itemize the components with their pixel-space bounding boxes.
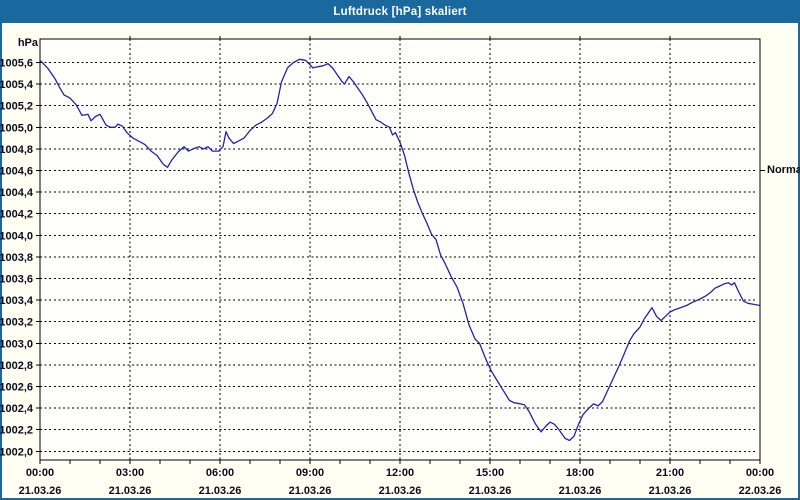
x-tick-time-label: 00:00 — [26, 467, 54, 479]
x-tick-date-label: 21.03.26 — [379, 485, 422, 497]
x-tick-time-label: 15:00 — [476, 467, 504, 479]
x-tick-time-label: 21:00 — [656, 467, 684, 479]
y-tick-label: 1004,2 — [0, 209, 33, 221]
x-tick-time-label: 12:00 — [386, 467, 414, 479]
x-tick-time-label: 18:00 — [566, 467, 594, 479]
y-tick-label: 1002,4 — [0, 403, 34, 415]
normal-annotation-label: Normal — [767, 163, 800, 176]
x-tick-date-label: 21.03.26 — [289, 485, 332, 497]
x-tick-time-label: 09:00 — [296, 467, 324, 479]
y-tick-label: 1003,6 — [0, 274, 33, 286]
y-tick-label: 1005,0 — [0, 122, 33, 134]
x-tick-date-label: 21.03.26 — [469, 485, 512, 497]
y-tick-label: 1004,8 — [0, 144, 33, 156]
plot-border — [39, 38, 761, 461]
y-tick-label: 1003,0 — [0, 338, 33, 350]
y-tick-label: 1004,0 — [0, 230, 33, 242]
y-tick-label: 1004,4 — [0, 187, 34, 199]
x-tick-date-label: 21.03.26 — [199, 485, 242, 497]
x-tick-time-label: 03:00 — [116, 467, 144, 479]
x-tick-date-label: 21.03.26 — [19, 485, 62, 497]
y-tick-label: 1005,4 — [0, 79, 34, 91]
x-tick-date-label: 21.03.26 — [109, 485, 152, 497]
y-tick-label: 1005,6 — [0, 58, 33, 70]
y-tick-label: 1002,0 — [0, 446, 33, 458]
x-tick-date-label: 21.03.26 — [559, 485, 602, 497]
x-tick-time-label: 00:00 — [746, 467, 774, 479]
y-tick-label: 1002,2 — [0, 425, 33, 437]
y-tick-label: 1002,8 — [0, 360, 33, 372]
y-tick-label: 1005,2 — [0, 101, 33, 113]
y-axis-unit-label: hPa — [17, 37, 38, 49]
window-title: Luftdruck [hPa] skaliert — [333, 5, 467, 18]
chart-area: 1005,6 1005,4 1005,2 1005,0 1004,8 1004,6 1004… — [0, 23, 800, 498]
x-tick-time-label: 06:00 — [206, 467, 234, 479]
y-tick-label: 1004,6 — [0, 166, 33, 178]
y-tick-label: 1003,4 — [0, 295, 34, 307]
y-tick-label: 1003,2 — [0, 317, 33, 329]
title-bar: Luftdruck [hPa] skaliert — [0, 0, 800, 23]
pressure-curve — [39, 58, 761, 442]
x-tick-date-label: 22.03.26 — [739, 485, 782, 497]
y-tick-label: 1002,6 — [0, 382, 33, 394]
plot-background — [40, 39, 760, 460]
x-tick-date-label: 21.03.26 — [649, 485, 692, 497]
y-tick-label: 1003,8 — [0, 252, 33, 264]
